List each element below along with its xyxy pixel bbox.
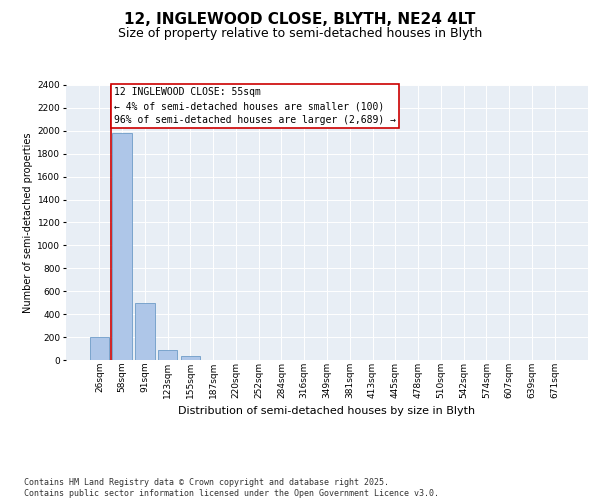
Bar	[112, 133, 132, 360]
X-axis label: Distribution of semi-detached houses by size in Blyth: Distribution of semi-detached houses by …	[178, 406, 476, 416]
Bar	[158, 350, 178, 360]
Text: Size of property relative to semi-detached houses in Blyth: Size of property relative to semi-detach…	[118, 28, 482, 40]
Bar	[90, 337, 109, 360]
Y-axis label: Number of semi-detached properties: Number of semi-detached properties	[23, 132, 33, 313]
Text: Contains HM Land Registry data © Crown copyright and database right 2025.
Contai: Contains HM Land Registry data © Crown c…	[24, 478, 439, 498]
Bar	[181, 356, 200, 360]
Bar	[135, 302, 155, 360]
Text: 12 INGLEWOOD CLOSE: 55sqm
← 4% of semi-detached houses are smaller (100)
96% of : 12 INGLEWOOD CLOSE: 55sqm ← 4% of semi-d…	[114, 88, 396, 126]
Text: 12, INGLEWOOD CLOSE, BLYTH, NE24 4LT: 12, INGLEWOOD CLOSE, BLYTH, NE24 4LT	[124, 12, 476, 28]
